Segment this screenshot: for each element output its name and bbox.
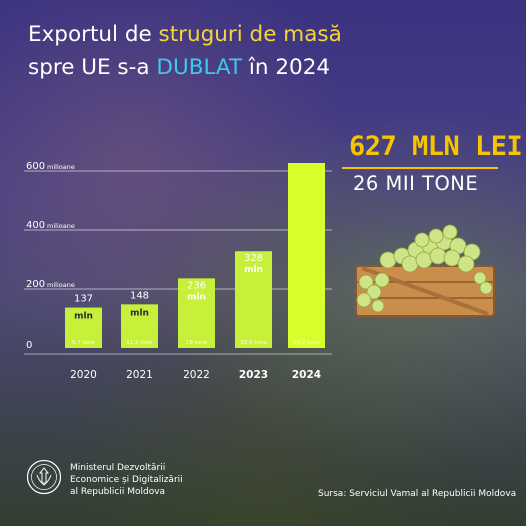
y-tick-unit: milioane: [47, 222, 75, 230]
page-title: Exportul de struguri de masă spre UE s-a…: [28, 18, 342, 84]
bar-value-label: 236: [187, 280, 206, 291]
x-tick-label: 2023: [239, 369, 268, 381]
y-tick-label: 200: [26, 279, 45, 290]
ministry-name: Ministerul Dezvoltării Economice și Digi…: [70, 462, 183, 498]
title-text: spre UE s-a: [28, 55, 157, 80]
bar-tonnage-label: 11,2 tone: [126, 340, 153, 346]
ministry-line-3: al Republicii Moldova: [70, 487, 166, 497]
bar-unit-label: mln: [244, 265, 263, 275]
x-tick-label: 2021: [126, 369, 153, 381]
y-tick-unit: milioane: [47, 281, 75, 289]
y-tick-label: 400: [26, 220, 45, 231]
x-tick-label: 2024: [292, 369, 321, 381]
total-value-lei: 627 MLN LEI: [349, 131, 523, 162]
title-line-1: Exportul de struguri de masă: [28, 18, 342, 51]
bar-value-label: 148: [130, 290, 149, 301]
grape-crate-icon: [355, 224, 495, 317]
title-text: în 2024: [242, 55, 331, 80]
title-highlight-product: struguri de masă: [158, 22, 342, 47]
bar-value-label: 137: [74, 294, 93, 305]
bar-2024: [288, 163, 325, 348]
bar-tonnage-label: 18 tone: [186, 340, 208, 346]
bar-2020: [65, 307, 102, 348]
bar-unit-label: mln: [74, 312, 93, 322]
y-tick-label: 0: [26, 340, 32, 351]
bar-tonnage-label: 9,7 tone: [72, 340, 96, 346]
x-tick-label: 2022: [183, 369, 210, 381]
bar-unit-label: mln: [187, 292, 206, 302]
bar-2023: [235, 251, 272, 348]
bar-2022: [178, 278, 215, 348]
data-source: Sursa: Serviciul Vamal al Republicii Mol…: [318, 489, 517, 499]
bar-unit-label: mln: [130, 308, 149, 318]
title-line-2: spre UE s-a DUBLAT în 2024: [28, 51, 342, 84]
y-tick-unit: milioane: [47, 163, 75, 171]
x-tick-label: 2020: [70, 369, 97, 381]
bar-tonnage-label: 26,2 tone: [293, 340, 320, 346]
bar-value-label: 328: [244, 253, 263, 264]
bar-tonnage-label: 18,9 tone: [240, 340, 267, 346]
ministry-line-2: Economice și Digitalizării: [70, 475, 183, 485]
total-value-tons: 26 MII TONE: [353, 172, 479, 195]
ministry-emblem-icon: [26, 459, 62, 495]
title-highlight-doubled: DUBLAT: [156, 55, 243, 80]
ministry-line-1: Ministerul Dezvoltării: [70, 463, 166, 473]
y-tick-label: 600: [26, 161, 45, 172]
bar-2021: [121, 304, 158, 348]
value-divider: [342, 167, 498, 169]
title-text: Exportul de: [28, 22, 159, 47]
